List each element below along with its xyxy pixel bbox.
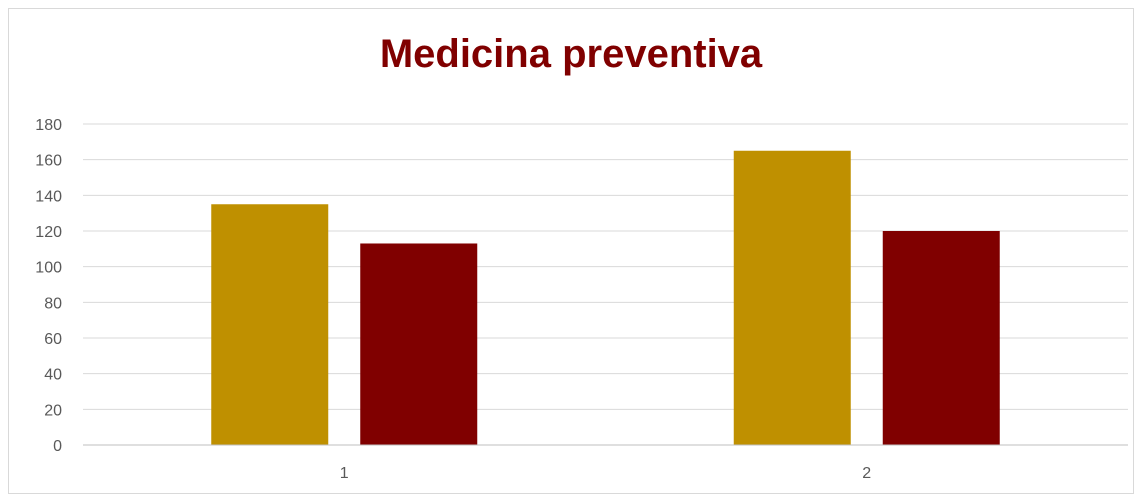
chart-title: Medicina preventiva <box>379 32 763 76</box>
y-tick-label: 140 <box>35 188 62 205</box>
y-tick-label: 80 <box>44 295 62 312</box>
tick-labels: 0 20 40 60 80 100 120 140 160 180 1 2 <box>35 117 871 482</box>
bar-series-1-category-2 <box>733 150 851 445</box>
y-tick-label: 60 <box>44 331 62 348</box>
y-tick-label: 180 <box>35 117 62 134</box>
bars <box>211 150 1000 445</box>
bar-series-2-category-2 <box>882 231 1000 445</box>
y-tick-label: 100 <box>35 260 62 277</box>
y-tick-label: 160 <box>35 153 62 170</box>
y-tick-label: 120 <box>35 224 62 241</box>
y-tick-label: 40 <box>44 367 62 384</box>
x-tick-label: 2 <box>862 465 871 482</box>
y-tick-label: 0 <box>53 438 62 455</box>
y-tick-label: 20 <box>44 402 62 419</box>
bar-series-1-category-1 <box>211 204 329 445</box>
bar-series-2-category-1 <box>360 243 478 445</box>
x-tick-label: 1 <box>340 465 349 482</box>
